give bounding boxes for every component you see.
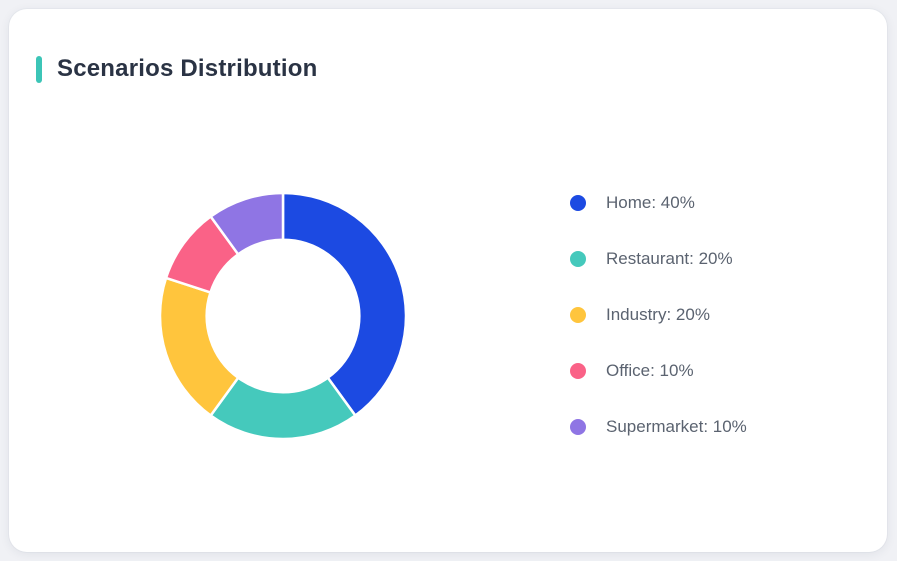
legend-label-industry: Industry: 20% [606,305,710,324]
legend-item-home[interactable]: Home: 40% [570,190,747,216]
legend-label-office: Office: 10% [606,361,694,380]
donut-slice-industry[interactable] [158,276,240,418]
legend-dot-home [570,195,586,211]
donut-slice-home[interactable] [281,191,408,418]
legend-item-supermarket[interactable]: Supermarket: 10% [570,414,747,440]
donut-chart-svg[interactable] [155,188,411,444]
title-accent-bar [36,55,42,83]
legend-label-supermarket: Supermarket: 10% [606,417,747,436]
legend-dot-supermarket [570,419,586,435]
legend-dot-industry [570,307,586,323]
scenarios-distribution-card: Scenarios Distribution Home: 40% Restaur… [9,9,887,552]
legend-label-home: Home: 40% [606,193,695,212]
donut-slice-supermarket[interactable] [208,191,285,257]
legend-item-industry[interactable]: Industry: 20% [570,302,747,328]
legend-label-restaurant: Restaurant: 20% [606,249,733,268]
legend-item-office[interactable]: Office: 10% [570,358,747,384]
page-title: Scenarios Distribution [57,55,318,82]
chart-legend: Home: 40% Restaurant: 20% Industry: 20% … [570,190,747,440]
legend-dot-restaurant [570,251,586,267]
card-header: Scenarios Distribution [36,55,317,83]
donut-chart[interactable] [155,188,411,444]
legend-item-restaurant[interactable]: Restaurant: 20% [570,246,747,272]
legend-dot-office [570,363,586,379]
